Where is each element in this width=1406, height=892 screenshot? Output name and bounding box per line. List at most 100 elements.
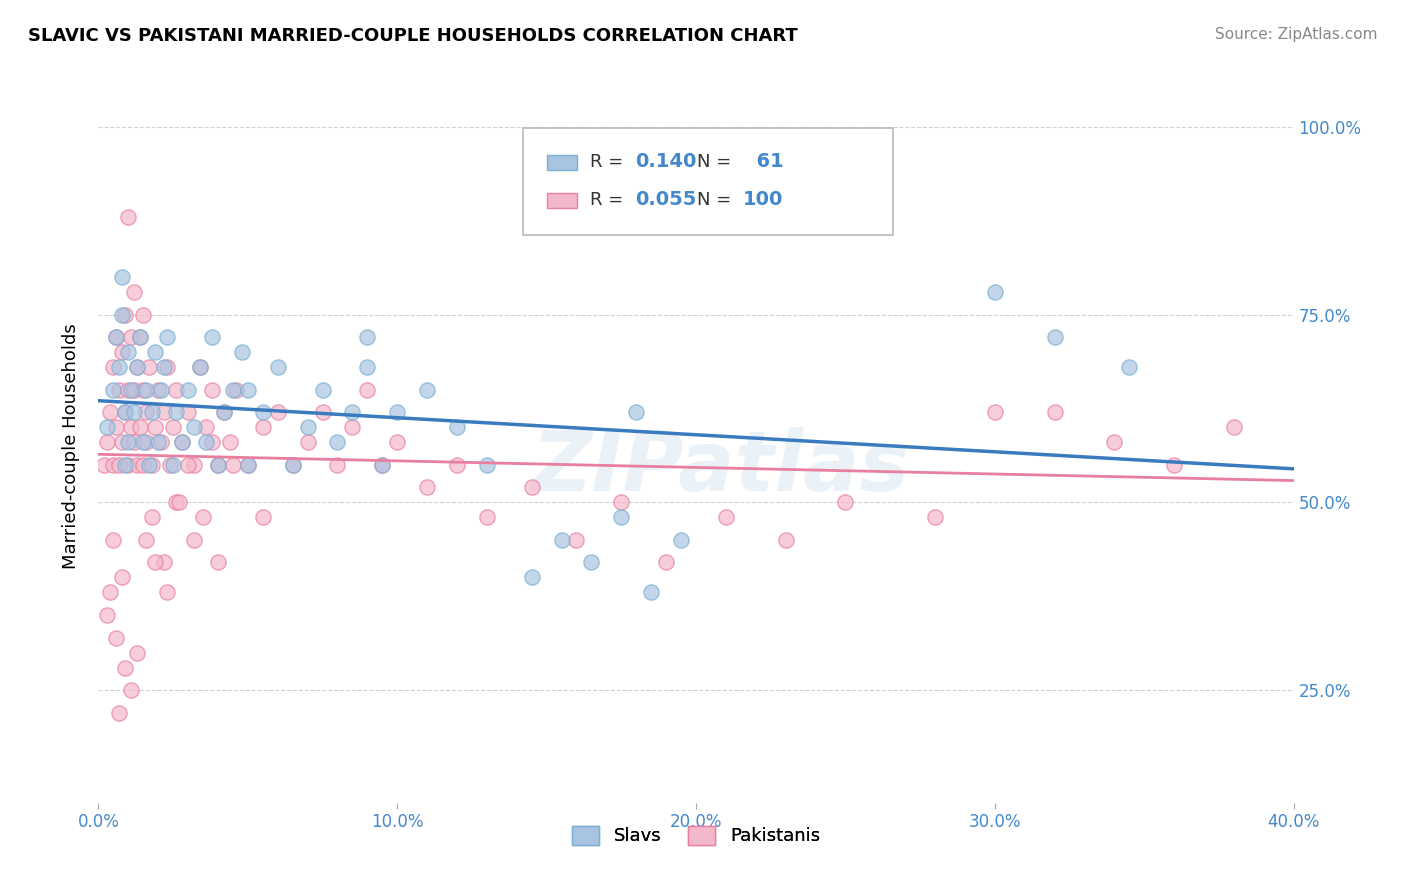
Point (475, 510, 498, 524)
Point (416, 480, 439, 494)
Point (98, 405, 122, 419)
Point (281, 458, 304, 472)
Point (655, 556, 678, 570)
Point (252, 510, 274, 524)
Point (342, 420, 364, 434)
Point (201, 435, 224, 450)
Text: R =: R = (589, 153, 628, 171)
Point (114, 405, 136, 419)
Point (143, 345, 166, 359)
Point (177, 458, 200, 472)
Point (103, 383, 125, 397)
Text: ZIPatlas: ZIPatlas (531, 427, 908, 508)
Point (114, 308, 136, 322)
Point (117, 345, 139, 359)
Point (162, 458, 184, 472)
Point (183, 458, 205, 472)
Point (114, 660, 136, 674)
Point (1043, 405, 1066, 419)
Point (141, 458, 163, 472)
Point (236, 383, 259, 397)
Point (108, 458, 131, 472)
Point (201, 330, 224, 344)
Point (212, 405, 235, 419)
Point (581, 556, 603, 570)
Point (610, 495, 633, 509)
Point (356, 383, 378, 397)
Point (135, 405, 157, 419)
Text: SLAVIC VS PAKISTANI MARRIED-COUPLE HOUSEHOLDS CORRELATION CHART: SLAVIC VS PAKISTANI MARRIED-COUPLE HOUSE… (28, 27, 797, 45)
Point (385, 435, 409, 450)
Point (111, 345, 134, 359)
Point (120, 420, 142, 434)
Point (96, 420, 118, 434)
Point (1118, 360, 1140, 375)
Point (114, 458, 136, 472)
Point (129, 330, 152, 344)
Point (1104, 435, 1126, 450)
Point (1163, 458, 1185, 472)
Point (924, 510, 946, 524)
Point (132, 435, 155, 450)
Point (93, 458, 115, 472)
Point (195, 420, 218, 434)
Point (267, 405, 290, 419)
Point (103, 458, 125, 472)
Point (153, 360, 176, 375)
Point (236, 458, 259, 472)
Point (714, 510, 737, 524)
Point (143, 556, 166, 570)
Point (124, 405, 146, 419)
Point (108, 383, 131, 397)
Point (669, 533, 692, 547)
Point (225, 383, 247, 397)
Point (640, 585, 662, 599)
Point (120, 330, 142, 344)
Point (143, 420, 166, 434)
Point (356, 360, 378, 375)
Point (311, 383, 333, 397)
Point (183, 533, 205, 547)
Point (124, 383, 146, 397)
Point (984, 285, 1007, 299)
Point (236, 458, 259, 472)
Point (984, 405, 1007, 419)
Point (183, 420, 205, 434)
Point (148, 435, 170, 450)
Point (565, 533, 588, 547)
Point (159, 458, 181, 472)
Point (120, 683, 142, 698)
Point (165, 383, 187, 397)
Point (127, 360, 149, 375)
Point (475, 458, 498, 472)
Point (117, 210, 139, 224)
Point (117, 458, 139, 472)
Point (520, 480, 543, 494)
Point (385, 405, 409, 419)
Point (127, 360, 149, 375)
Point (105, 330, 128, 344)
Point (222, 383, 245, 397)
Point (108, 360, 131, 375)
Point (1223, 420, 1246, 434)
Point (165, 495, 187, 509)
Point (610, 510, 633, 524)
Point (132, 383, 155, 397)
Point (416, 383, 439, 397)
Point (96, 607, 118, 622)
Point (356, 330, 378, 344)
Point (446, 458, 468, 472)
Point (162, 420, 184, 434)
Point (111, 435, 134, 450)
Point (129, 330, 152, 344)
Point (138, 360, 160, 375)
Point (105, 330, 128, 344)
Point (156, 330, 179, 344)
Point (281, 458, 304, 472)
Text: N =: N = (697, 153, 737, 171)
Legend: Slavs, Pakistanis: Slavs, Pakistanis (562, 817, 830, 855)
Point (177, 405, 200, 419)
Point (150, 435, 173, 450)
Point (207, 556, 229, 570)
Point (111, 308, 134, 322)
